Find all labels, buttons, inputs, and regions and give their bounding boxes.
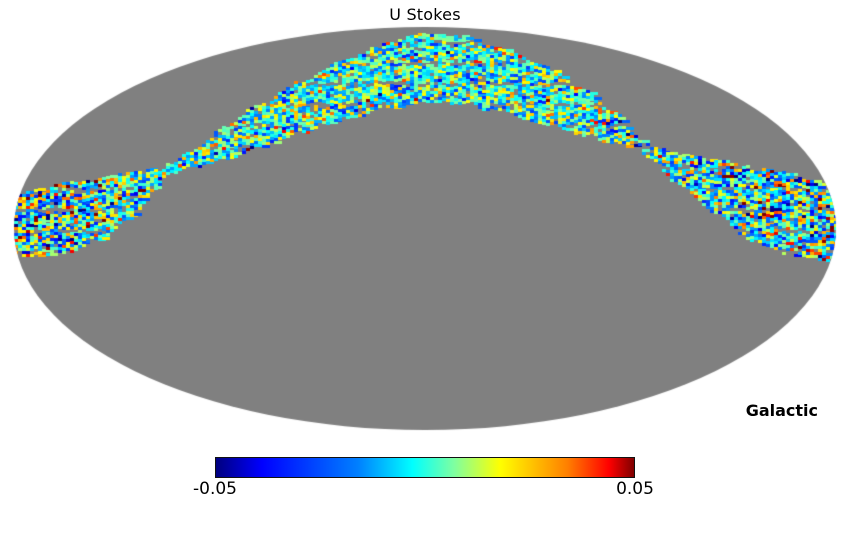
colorbar-gradient xyxy=(215,457,635,478)
colorbar-min-label: -0.05 xyxy=(193,479,237,499)
colorbar-max-label: 0.05 xyxy=(616,479,654,499)
colorbar: -0.05 0.05 xyxy=(193,457,654,503)
colorbar-ticks: -0.05 0.05 xyxy=(193,479,654,503)
coordinate-system-label: Galactic xyxy=(745,401,818,420)
sky-map xyxy=(0,0,850,445)
